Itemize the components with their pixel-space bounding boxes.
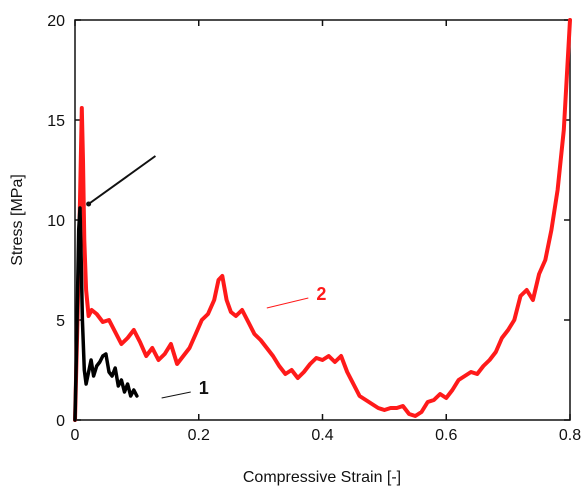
annotation-leader bbox=[161, 391, 191, 399]
annotation-label: 1 bbox=[199, 378, 209, 398]
x-tick-label: 0.6 bbox=[435, 427, 457, 444]
x-tick-label: 0.2 bbox=[188, 427, 210, 444]
series-layer bbox=[73, 18, 572, 422]
x-axis-title: Compressive Strain [-] bbox=[243, 469, 401, 486]
series-line-2 bbox=[73, 206, 139, 422]
annotation-label: 2 bbox=[316, 284, 326, 304]
annotation-leader bbox=[88, 155, 157, 205]
y-tick-label: 0 bbox=[56, 413, 65, 430]
annotation-layer: 12 bbox=[86, 155, 326, 399]
x-tick-label: 0.8 bbox=[559, 427, 581, 444]
y-tick-label: 15 bbox=[47, 113, 65, 130]
y-tick-label: 5 bbox=[56, 313, 65, 330]
annotation-arrow-head bbox=[86, 201, 92, 207]
x-tick-label: 0.4 bbox=[311, 427, 333, 444]
series-line-1 bbox=[73, 18, 572, 422]
x-tick-label: 0 bbox=[71, 427, 80, 444]
y-tick-label: 20 bbox=[47, 13, 65, 30]
annotation-leader bbox=[266, 297, 309, 309]
axis-ticks: 0 0.2 0.4 0.6 0.8 0 5 10 15 20 bbox=[47, 13, 581, 444]
y-axis-title: Stress [MPa] bbox=[9, 174, 26, 266]
y-tick-label: 10 bbox=[47, 213, 65, 230]
